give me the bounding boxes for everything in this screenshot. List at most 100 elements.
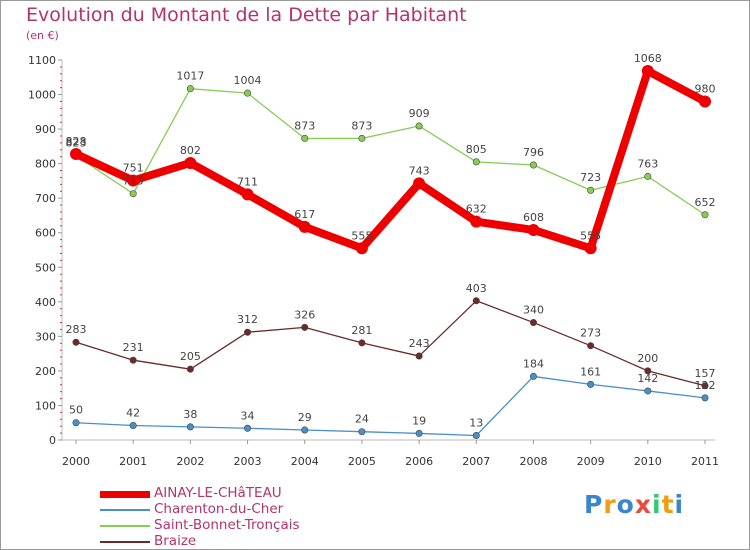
data-point [244,328,252,336]
data-label: 1017 [176,70,204,83]
data-point [587,186,595,194]
logo-letter: i [652,490,662,519]
data-point [527,223,540,236]
x-tick-label: 2008 [519,455,547,468]
data-label: 312 [237,313,258,326]
data-label: 157 [695,367,716,380]
data-label: 161 [580,365,601,378]
data-label: 763 [637,157,658,170]
data-point [587,342,595,350]
data-label: 823 [66,137,87,150]
data-point [415,352,423,360]
data-label: 802 [180,144,201,157]
data-label: 608 [523,211,544,224]
data-point [244,89,252,97]
data-point [529,372,537,380]
data-label: 19 [412,414,426,427]
y-tick-label: 900 [35,123,56,136]
data-label: 243 [409,337,430,350]
data-point [244,424,252,432]
x-tick-label: 2002 [176,455,204,468]
data-label: 711 [237,175,258,188]
legend-swatch [100,525,150,527]
x-tick-label: 2005 [348,455,376,468]
data-point [587,380,595,388]
data-label: 652 [695,196,716,209]
data-label: 200 [637,352,658,365]
y-tick-label: 800 [35,158,56,171]
x-tick-label: 2010 [634,455,662,468]
x-tick-label: 2001 [119,455,147,468]
data-point [70,147,82,160]
data-point [129,190,137,198]
x-tick-label: 2003 [234,455,262,468]
data-point [301,323,309,331]
data-point [644,367,652,375]
data-label: 283 [66,323,87,336]
data-point [470,215,483,228]
data-label: 909 [409,107,430,120]
chart-subtitle: (en €) [26,29,59,42]
data-point [358,428,366,436]
data-label: 42 [126,406,140,419]
y-tick-label: 500 [35,261,56,274]
data-label: 805 [466,143,487,156]
data-label: 281 [351,324,372,337]
data-point [701,382,709,390]
legend-swatch [100,490,150,498]
data-label: 555 [351,229,372,242]
x-tick-label: 2011 [691,455,719,468]
data-label: 122 [695,379,716,392]
x-tick-label: 2009 [577,455,605,468]
data-point [699,95,711,108]
data-label: 326 [294,308,315,321]
data-label: 340 [523,304,544,317]
data-point [298,220,311,233]
data-point [127,174,140,187]
legend-label: Braize [154,533,197,549]
data-label: 796 [523,146,544,159]
series-line-3 [75,300,706,387]
y-tick-label: 200 [35,365,56,378]
data-point [472,297,480,305]
data-point [72,338,80,346]
legend-swatch [100,509,150,511]
data-point [358,134,366,142]
legend-label: Charenton-du-Cher [154,501,284,517]
data-label: 403 [466,282,487,295]
data-point [186,423,194,431]
data-point [415,429,423,437]
data-label: 1068 [634,52,662,65]
data-label: 34 [241,409,255,422]
logo-letter: P [584,490,604,519]
data-label: 205 [180,350,201,363]
chart-title: Evolution du Montant de la Dette par Hab… [26,4,467,26]
data-label: 24 [355,413,369,426]
proxiti-logo: Proxiti [584,490,684,519]
x-tick-label: 2006 [405,455,433,468]
data-point [415,122,423,130]
x-tick-label: 2000 [62,455,90,468]
y-tick-label: 400 [35,296,56,309]
legend-label: Saint-Bonnet-Tronçais [154,517,300,533]
data-point [701,211,709,219]
data-label: 873 [294,119,315,132]
data-label: 555 [580,229,601,242]
data-label: 50 [69,404,83,417]
data-point [529,161,537,169]
data-point [644,172,652,180]
y-tick-label: 700 [35,192,56,205]
data-point [186,85,194,93]
data-label: 873 [351,119,372,132]
y-tick-label: 0 [49,434,56,447]
data-label: 980 [695,82,716,95]
data-label: 743 [409,164,430,177]
y-tick-label: 600 [35,227,56,240]
data-point [129,421,137,429]
data-point [129,356,137,364]
data-label: 142 [637,372,658,385]
legend-label: AINAY-LE-CHâTEAU [154,485,282,501]
data-label: 632 [466,203,487,216]
data-point [472,432,480,440]
